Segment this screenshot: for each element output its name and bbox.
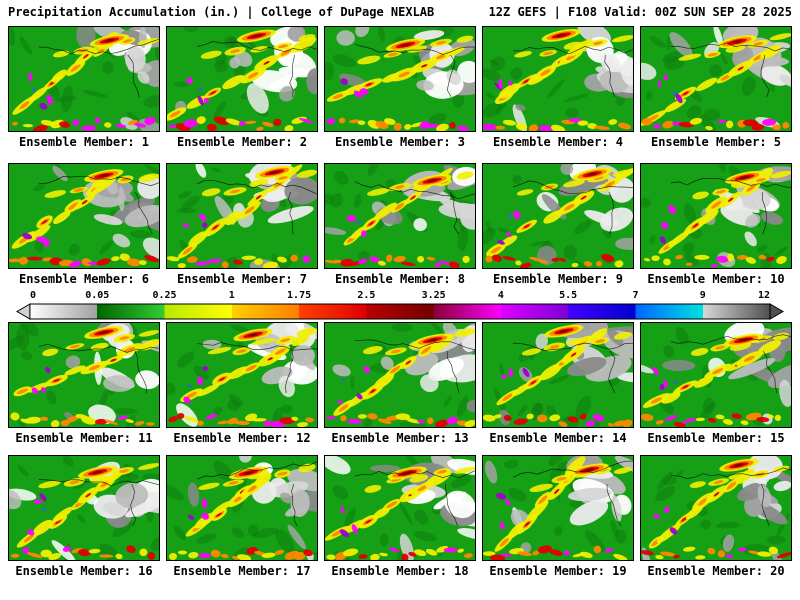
precip-map (166, 26, 318, 132)
ensemble-panel: Ensemble Member: 20 (640, 455, 792, 578)
ensemble-panel: Ensemble Member: 13 (324, 322, 476, 445)
precip-map (166, 163, 318, 269)
precip-map (324, 26, 476, 132)
ensemble-panel: Ensemble Member: 18 (324, 455, 476, 578)
precip-map (324, 163, 476, 269)
panel-label: Ensemble Member: 9 (492, 272, 624, 286)
ensemble-row-2: Ensemble Member: 6 Ensemble Member: 7 En… (0, 163, 800, 286)
ensemble-panel: Ensemble Member: 2 (166, 26, 318, 149)
colorbar-tick: 4 (497, 290, 504, 301)
panel-label: Ensemble Member: 10 (647, 272, 785, 286)
colorbar-tick-row: 0 0.05 0.25 1 1.75 2.5 3.25 4 5.5 7 9 12 (30, 290, 770, 303)
colorbar-right-arrow-icon (769, 303, 784, 320)
colorbar-tick: 5.5 (559, 290, 578, 301)
precip-map (166, 322, 318, 428)
ensemble-panel: Ensemble Member: 1 (8, 26, 160, 149)
header-bar: Precipitation Accumulation (in.) | Colle… (0, 0, 800, 20)
panel-label: Ensemble Member: 6 (18, 272, 150, 286)
precip-map (324, 455, 476, 561)
precip-map (324, 322, 476, 428)
panel-label: Ensemble Member: 4 (492, 135, 624, 149)
colorbar-tick: 12 (757, 290, 770, 301)
precip-map (482, 163, 634, 269)
colorbar-gradient-bar (16, 303, 784, 320)
panel-label: Ensemble Member: 11 (15, 431, 153, 445)
precip-map (640, 455, 792, 561)
ensemble-panel: Ensemble Member: 4 (482, 26, 634, 149)
precip-map (640, 163, 792, 269)
panel-label: Ensemble Member: 20 (647, 564, 785, 578)
ensemble-panel: Ensemble Member: 15 (640, 322, 792, 445)
colorbar-gradient (29, 303, 771, 320)
precip-map (8, 455, 160, 561)
panel-label: Ensemble Member: 16 (15, 564, 153, 578)
precip-map (8, 322, 160, 428)
panel-label: Ensemble Member: 1 (18, 135, 150, 149)
precip-map (640, 322, 792, 428)
colorbar-tick: 9 (699, 290, 706, 301)
colorbar-tick: 7 (632, 290, 639, 301)
ensemble-row-1: Ensemble Member: 1 Ensemble Member: 2 En… (0, 26, 800, 149)
precip-map (482, 455, 634, 561)
precip-map (8, 163, 160, 269)
ensemble-panel: Ensemble Member: 14 (482, 322, 634, 445)
ensemble-panel: Ensemble Member: 12 (166, 322, 318, 445)
colorbar-tick: 0.05 (85, 290, 110, 301)
panel-label: Ensemble Member: 12 (173, 431, 311, 445)
precip-map (640, 26, 792, 132)
panel-label: Ensemble Member: 17 (173, 564, 311, 578)
colorbar-tick: 0 (30, 290, 37, 301)
precip-map (166, 455, 318, 561)
colorbar-tick: 1.75 (287, 290, 312, 301)
ensemble-panel: Ensemble Member: 19 (482, 455, 634, 578)
ensemble-panel: Ensemble Member: 17 (166, 455, 318, 578)
panel-label: Ensemble Member: 8 (334, 272, 466, 286)
colorbar: 0 0.05 0.25 1 1.75 2.5 3.25 4 5.5 7 9 12 (0, 290, 800, 320)
ensemble-panel: Ensemble Member: 9 (482, 163, 634, 286)
product-title: Precipitation Accumulation (in.) | Colle… (8, 5, 435, 19)
ensemble-panel: Ensemble Member: 16 (8, 455, 160, 578)
precip-map (482, 26, 634, 132)
ensemble-panel: Ensemble Member: 10 (640, 163, 792, 286)
panel-label: Ensemble Member: 18 (331, 564, 469, 578)
colorbar-tick: 0.25 (152, 290, 177, 301)
ensemble-panel: Ensemble Member: 8 (324, 163, 476, 286)
ensemble-panel: Ensemble Member: 7 (166, 163, 318, 286)
colorbar-tick: 1 (228, 290, 235, 301)
ensemble-row-3: Ensemble Member: 11 Ensemble Member: 12 … (0, 322, 800, 445)
precip-map (8, 26, 160, 132)
colorbar-tick: 2.5 (357, 290, 376, 301)
panel-label: Ensemble Member: 7 (176, 272, 308, 286)
ensemble-panel: Ensemble Member: 5 (640, 26, 792, 149)
panel-label: Ensemble Member: 3 (334, 135, 466, 149)
ensemble-row-4: Ensemble Member: 16 Ensemble Member: 17 … (0, 455, 800, 578)
panel-label: Ensemble Member: 19 (489, 564, 627, 578)
panel-label: Ensemble Member: 15 (647, 431, 785, 445)
panel-label: Ensemble Member: 2 (176, 135, 308, 149)
panel-label: Ensemble Member: 13 (331, 431, 469, 445)
panel-label: Ensemble Member: 5 (650, 135, 782, 149)
precip-map (482, 322, 634, 428)
ensemble-panel: Ensemble Member: 3 (324, 26, 476, 149)
ensemble-panel: Ensemble Member: 11 (8, 322, 160, 445)
colorbar-tick: 3.25 (421, 290, 446, 301)
panel-label: Ensemble Member: 14 (489, 431, 627, 445)
ensemble-panel: Ensemble Member: 6 (8, 163, 160, 286)
colorbar-left-arrow-icon (16, 303, 31, 320)
model-run-info: 12Z GEFS | F108 Valid: 00Z SUN SEP 28 20… (488, 5, 792, 19)
